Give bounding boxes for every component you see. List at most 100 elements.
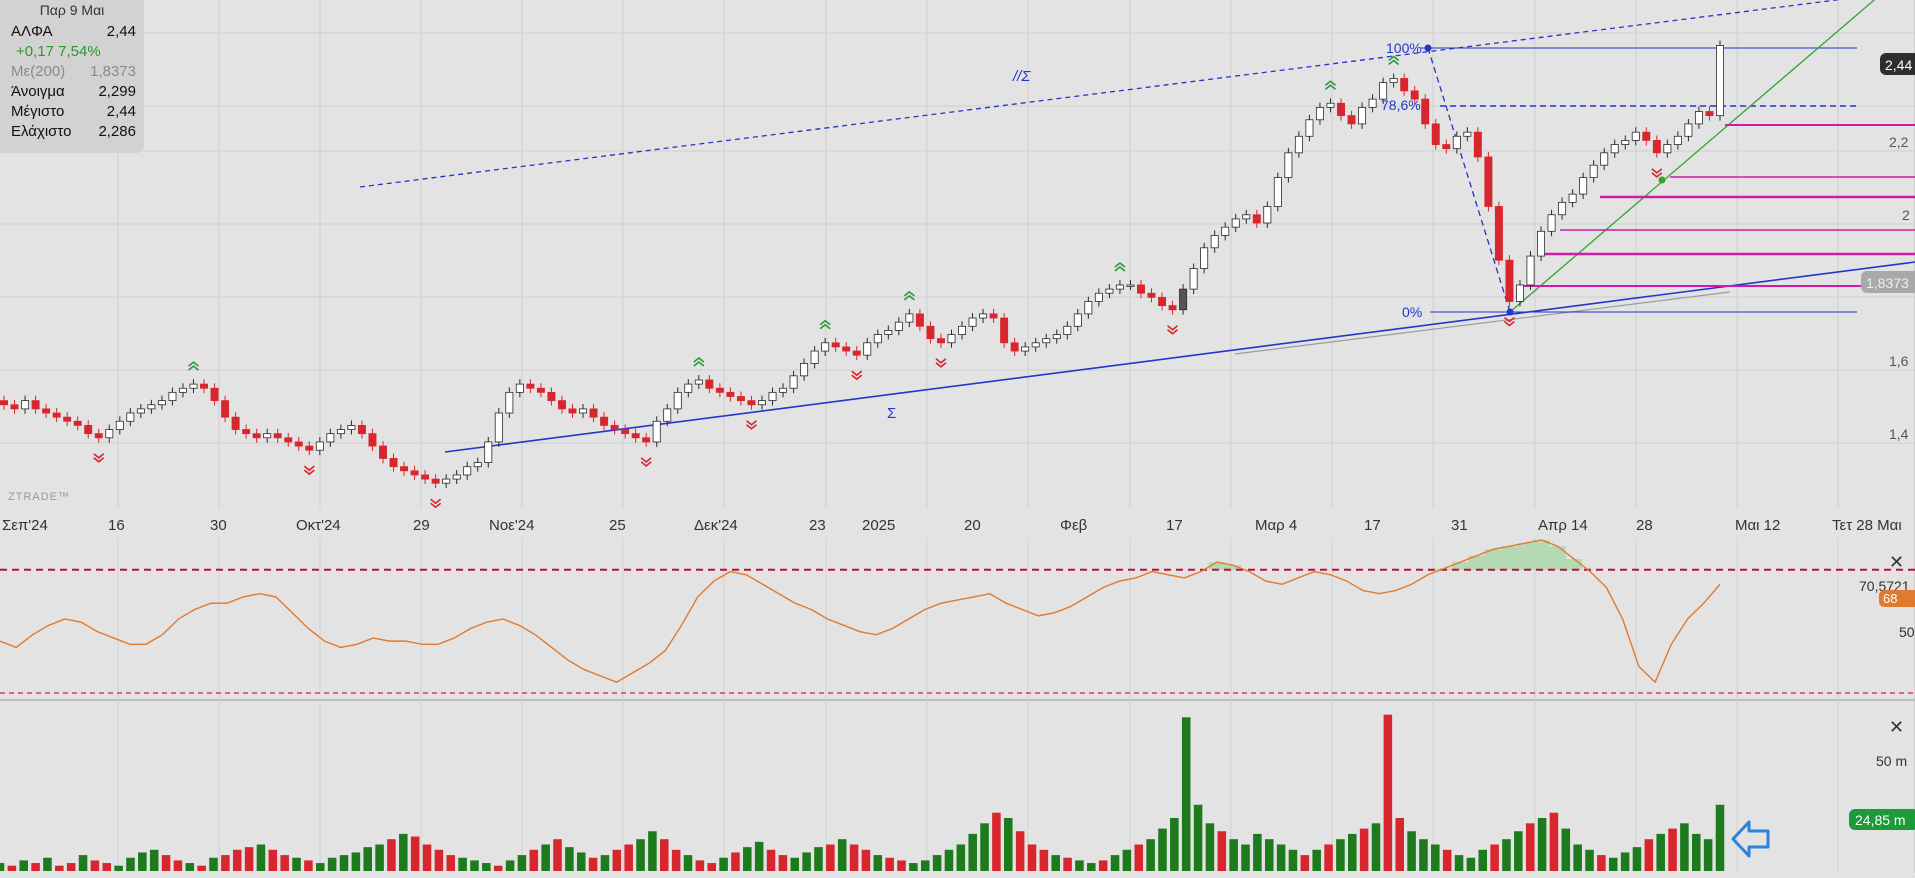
channel-bottom-line: [444, 261, 1915, 453]
volume-bar: [1348, 833, 1357, 871]
candle-body: [431, 478, 440, 484]
volume-bar: [482, 863, 491, 871]
candle-body: [1168, 305, 1177, 311]
candle-body: [294, 441, 303, 447]
price-axis[interactable]: 2,2 2 1,6 1,4 2,44 1,8373: [1861, 53, 1915, 442]
volume-bar: [1087, 863, 1096, 871]
volume-bar: [1241, 844, 1250, 871]
volume-bar: [126, 857, 135, 871]
volume-bar: [1276, 844, 1286, 871]
candle-body: [126, 412, 135, 422]
volume-bar: [660, 839, 669, 871]
volume-bar: [102, 863, 112, 871]
rsi-indicator: [0, 539, 1915, 694]
volume-bar: [766, 849, 776, 871]
candle-body: [1537, 230, 1546, 257]
volume-bar: [1478, 849, 1488, 871]
volume-bar: [0, 863, 5, 871]
time-axis-label: Μαι 12: [1735, 517, 1780, 534]
uptrend-line: [1509, 0, 1876, 313]
volume-bar: [624, 844, 633, 871]
info-high-label: Μέγιστο: [11, 103, 65, 120]
volume-bar: [422, 844, 432, 871]
candle-body: [1231, 218, 1240, 228]
candle-body: [1642, 131, 1651, 141]
candle-body: [168, 391, 177, 402]
volume-bar: [1466, 857, 1476, 871]
volume-close-button[interactable]: ✕: [1889, 717, 1904, 737]
candle-body: [579, 408, 587, 414]
candle-body: [336, 429, 345, 435]
rsi-close-button[interactable]: ✕: [1889, 552, 1904, 572]
candle-body: [621, 429, 630, 435]
candle-body: [326, 433, 335, 443]
volume-bar: [410, 836, 420, 871]
candle-body: [505, 391, 514, 414]
volume-bar: [339, 855, 349, 871]
volume-bar: [1134, 844, 1144, 871]
volume-bar: [316, 863, 325, 871]
candle-body: [1673, 135, 1682, 145]
volume-bar: [636, 839, 645, 871]
channel-top-line: [359, 0, 1842, 188]
volume-bar: [327, 857, 337, 871]
price-tick-2-2: 2,2: [1889, 134, 1909, 150]
volume-bar: [553, 839, 562, 871]
info-change: +0,17 7,54%: [16, 43, 101, 60]
candle-body: [1663, 144, 1672, 154]
volume-bar: [1170, 818, 1179, 871]
fib-low-dot: [1506, 308, 1514, 316]
candle-body: [1526, 255, 1535, 286]
candle-body: [715, 387, 724, 393]
rsi-overbought-fill: [1208, 540, 1583, 570]
candle-body: [1568, 193, 1577, 203]
candle-body: [210, 387, 219, 402]
candle-body: [1147, 292, 1156, 298]
candle-body: [1368, 98, 1377, 108]
volume-bar: [1158, 828, 1167, 871]
fib-100-label: 100%: [1386, 40, 1422, 56]
candle-body: [178, 387, 187, 393]
info-high-value: 2,44: [106, 103, 136, 120]
candle-body: [1073, 313, 1082, 327]
drawings-front: [1424, 44, 1666, 316]
volume-bar: [138, 852, 147, 871]
rsi-current-badge-text: 68: [1883, 591, 1897, 606]
candle-body: [463, 466, 472, 476]
swing-high-marker: [187, 361, 199, 371]
scroll-to-latest-arrow-icon[interactable]: [1731, 818, 1771, 860]
candle-body: [284, 437, 293, 443]
swing-low-marker: [640, 457, 652, 467]
volume-bar: [1454, 855, 1464, 871]
volume-current-badge-text: 24,85 m: [1855, 812, 1906, 828]
info-last: 2,44: [106, 23, 136, 40]
time-axis-label: Τετ 28 Μαι: [1832, 517, 1902, 534]
candle-body: [1505, 259, 1514, 302]
volume-bar: [517, 855, 527, 871]
volume-bar: [1407, 831, 1416, 871]
candle-body: [389, 458, 398, 468]
volume-bar: [944, 849, 954, 871]
candles: [0, 40, 1724, 509]
candle-body: [800, 363, 809, 377]
candle-body: [1389, 78, 1398, 84]
info-low-row: Ελάχιστο 2,286: [0, 122, 144, 142]
volume-bar: [1324, 844, 1333, 871]
info-panel: Παρ 9 Μαι ΑΛΦΑ 2,44 +0,17 7,54% Με(200) …: [0, 0, 144, 153]
volume-bar: [1668, 828, 1677, 871]
volume-bar: [399, 833, 408, 871]
candle-body: [747, 400, 756, 406]
volume-scale-label: 50 m: [1876, 753, 1907, 769]
volume-bar: [754, 841, 764, 871]
time-axis-label: Μαρ 4: [1255, 517, 1297, 534]
candle-body: [1273, 177, 1282, 207]
volume-bar: [683, 855, 693, 871]
candle-body: [1221, 226, 1230, 236]
candle-body: [421, 474, 430, 480]
candle-body: [63, 416, 72, 422]
candle-body: [1252, 214, 1261, 224]
time-axis-label: 29: [413, 517, 430, 534]
volume-bar: [802, 852, 811, 871]
volume-bar: [1549, 812, 1559, 871]
